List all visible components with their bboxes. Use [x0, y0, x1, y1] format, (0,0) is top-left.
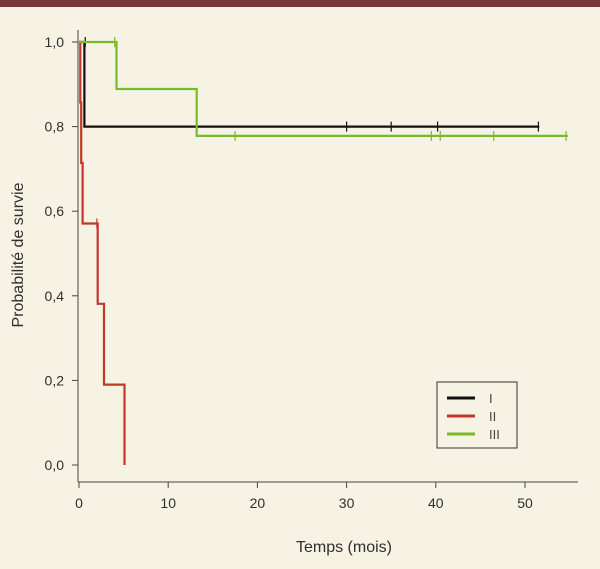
series-line-III [79, 40, 568, 137]
y-tick-label: 0,0 [45, 457, 65, 473]
x-tick-label: 10 [160, 495, 176, 511]
axes [77, 30, 578, 483]
y-tick-label: 1,0 [45, 34, 65, 50]
series-layer [79, 37, 568, 465]
series-II [79, 40, 126, 465]
series-line-I [79, 40, 540, 128]
legend-label-II: II [489, 409, 496, 424]
legend-item-I: I [447, 391, 493, 406]
x-tick-label: 50 [517, 495, 533, 511]
y-tick-label: 0,2 [45, 372, 65, 388]
legend-box [436, 381, 518, 449]
y-axis-title: Probabilité de survie [10, 182, 27, 327]
x-axis-title: Temps (mois) [296, 539, 392, 556]
legend-label-III: III [489, 427, 500, 442]
x-tick-label: 20 [250, 495, 266, 511]
legend-item-III: III [447, 427, 500, 442]
series-I [79, 37, 540, 132]
series-III [79, 37, 568, 141]
y-tick-label: 0,8 [45, 119, 65, 135]
series-line-II [79, 40, 126, 465]
x-ticks: 0 10 20 30 40 50 [75, 482, 533, 511]
x-tick-label: 40 [428, 495, 444, 511]
legend-item-II: II [447, 409, 496, 424]
top-accent-bar [0, 0, 600, 7]
y-tick-label: 0,4 [45, 288, 65, 304]
legend-label-I: I [489, 391, 493, 406]
y-tick-label: 0,6 [45, 203, 65, 219]
x-tick-label: 30 [339, 495, 355, 511]
y-ticks: 0,0 0,2 0,4 0,6 0,8 1,0 [45, 34, 78, 473]
x-tick-label: 0 [75, 495, 83, 511]
legend: I II III [436, 381, 518, 449]
